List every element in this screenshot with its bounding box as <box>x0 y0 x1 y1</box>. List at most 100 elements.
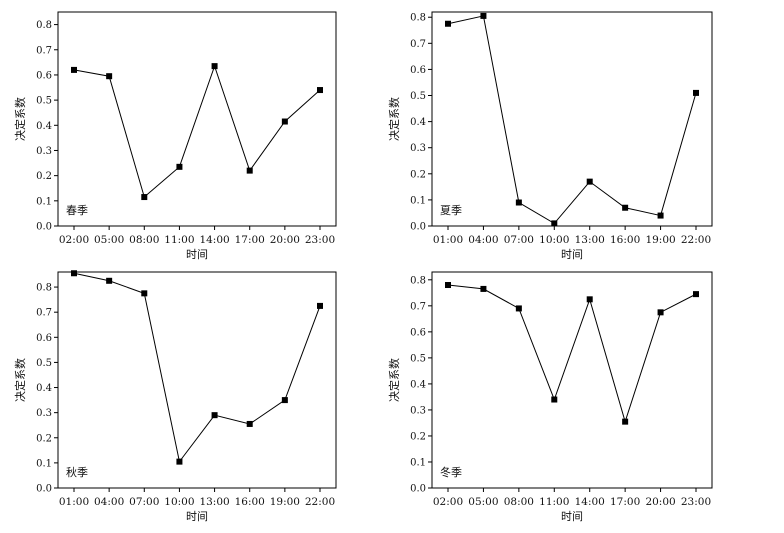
y-tick-label: 0.8 <box>410 275 426 286</box>
y-tick-label: 0.1 <box>410 457 426 468</box>
y-tick-label: 0.6 <box>410 327 426 338</box>
y-tick-label: 0.8 <box>410 13 426 24</box>
data-point <box>106 73 113 80</box>
x-tick-label: 10:00 <box>539 234 569 246</box>
data-point <box>693 291 699 298</box>
x-tick-label: 08:00 <box>504 496 534 508</box>
y-tick-label: 0.7 <box>36 308 52 319</box>
y-tick-label: 0.3 <box>36 146 52 157</box>
series-line <box>73 272 321 463</box>
data-point <box>693 89 699 96</box>
x-tick-label: 08:00 <box>129 234 159 246</box>
y-tick-label: 0.3 <box>410 143 426 154</box>
season-label: 夏季 <box>440 204 462 217</box>
x-tick-label: 23:00 <box>681 496 711 508</box>
x-tick-label: 19:00 <box>270 496 300 508</box>
x-tick-label: 17:00 <box>610 496 640 508</box>
x-tick-label: 10:00 <box>164 496 194 508</box>
y-tick-label: 0.1 <box>410 195 426 206</box>
y-tick-label: 0.7 <box>36 45 52 56</box>
x-tick-label: 07:00 <box>129 496 159 508</box>
data-point <box>445 20 451 27</box>
series-line <box>447 284 697 424</box>
plot-frame <box>57 11 337 227</box>
data-point <box>176 163 183 170</box>
y-tick-label: 0.8 <box>36 283 52 294</box>
y-tick-label: 0.3 <box>410 405 426 416</box>
chart-panel-4: 0.0 0.1 0.2 0.3 0.4 0.5 0.6 0.7 0.8 02:00 05:00 08:… <box>387 271 713 523</box>
data-point <box>480 285 487 292</box>
x-tick-label: 01:00 <box>59 496 89 508</box>
y-tick-label: 0.7 <box>410 39 426 50</box>
x-tick-label: 19:00 <box>645 234 675 246</box>
data-point <box>281 118 288 125</box>
x-axis-label: 时间 <box>561 510 583 523</box>
y-axis-label: 决定系数 <box>387 358 401 402</box>
data-point <box>622 418 629 425</box>
x-tick-label: 20:00 <box>270 234 300 246</box>
x-tick-label: 22:00 <box>681 234 711 246</box>
y-tick-label: 0.5 <box>36 96 52 107</box>
series-line <box>73 64 321 198</box>
y-tick-label: 0.5 <box>410 353 426 364</box>
y-tick-label: 0.0 <box>36 222 52 233</box>
y-tick-label: 0.1 <box>36 196 52 207</box>
x-axis-label: 时间 <box>561 248 583 261</box>
x-tick-label: 04:00 <box>94 496 124 508</box>
season-label: 秋季 <box>66 465 88 479</box>
data-point <box>551 220 558 227</box>
data-point <box>141 290 148 297</box>
data-point <box>657 309 664 316</box>
x-tick-label: 22:00 <box>305 496 335 508</box>
y-tick-label: 0.0 <box>410 484 426 495</box>
data-point <box>246 167 253 174</box>
data-point <box>317 302 323 309</box>
y-tick-label: 0.2 <box>410 431 426 442</box>
y-tick-label: 0.5 <box>36 358 52 369</box>
y-tick-label: 0.5 <box>410 91 426 102</box>
season-label: 春季 <box>66 204 88 217</box>
x-tick-label: 13:00 <box>575 234 605 246</box>
chart-panel-1: 0.0 0.1 0.2 0.3 0.4 0.5 0.6 0.7 0.8 02:00 05:00 08:… <box>13 11 337 261</box>
x-tick-label: 05:00 <box>468 496 498 508</box>
y-tick-label: 0.6 <box>36 333 52 344</box>
data-point <box>622 204 629 211</box>
y-tick-label: 0.6 <box>410 65 426 76</box>
data-point <box>515 199 522 206</box>
data-point <box>211 63 218 70</box>
y-tick-label: 0.4 <box>36 383 52 394</box>
y-tick-label: 0.2 <box>410 169 426 180</box>
series-line <box>447 15 697 225</box>
data-point <box>480 12 487 19</box>
x-tick-label: 14:00 <box>199 234 229 246</box>
x-tick-label: 04:00 <box>468 234 498 246</box>
data-point <box>106 277 113 284</box>
y-tick-label: 0.0 <box>36 484 52 495</box>
data-point <box>141 194 148 201</box>
x-tick-label: 20:00 <box>645 496 675 508</box>
x-tick-label: 02:00 <box>433 496 463 508</box>
data-point <box>586 178 593 185</box>
data-point <box>281 397 288 404</box>
y-tick-label: 0.2 <box>36 433 52 444</box>
y-tick-label: 0.1 <box>36 458 52 469</box>
x-tick-label: 07:00 <box>504 234 534 246</box>
season-label: 冬季 <box>440 465 462 479</box>
x-tick-label: 01:00 <box>433 234 463 246</box>
y-axis-label: 决定系数 <box>13 358 27 402</box>
y-tick-label: 0.4 <box>36 121 52 132</box>
y-tick-label: 0.4 <box>410 117 426 128</box>
x-tick-label: 05:00 <box>94 234 124 246</box>
chart-panel-3: 0.0 0.1 0.2 0.3 0.4 0.5 0.6 0.7 0.8 01:00 04:00 07:… <box>13 270 337 523</box>
x-tick-label: 11:00 <box>164 234 194 246</box>
data-point <box>71 66 77 73</box>
y-tick-label: 0.4 <box>410 379 426 390</box>
plot-frame <box>57 271 337 489</box>
x-axis-label: 时间 <box>186 248 208 261</box>
data-point <box>445 282 451 289</box>
x-tick-label: 02:00 <box>59 234 89 246</box>
chart-panel-2: 0.0 0.1 0.2 0.3 0.4 0.5 0.6 0.7 0.8 01:00 04:00 07:… <box>387 11 713 261</box>
plot-frame <box>431 11 713 227</box>
y-tick-label: 0.2 <box>36 171 52 182</box>
